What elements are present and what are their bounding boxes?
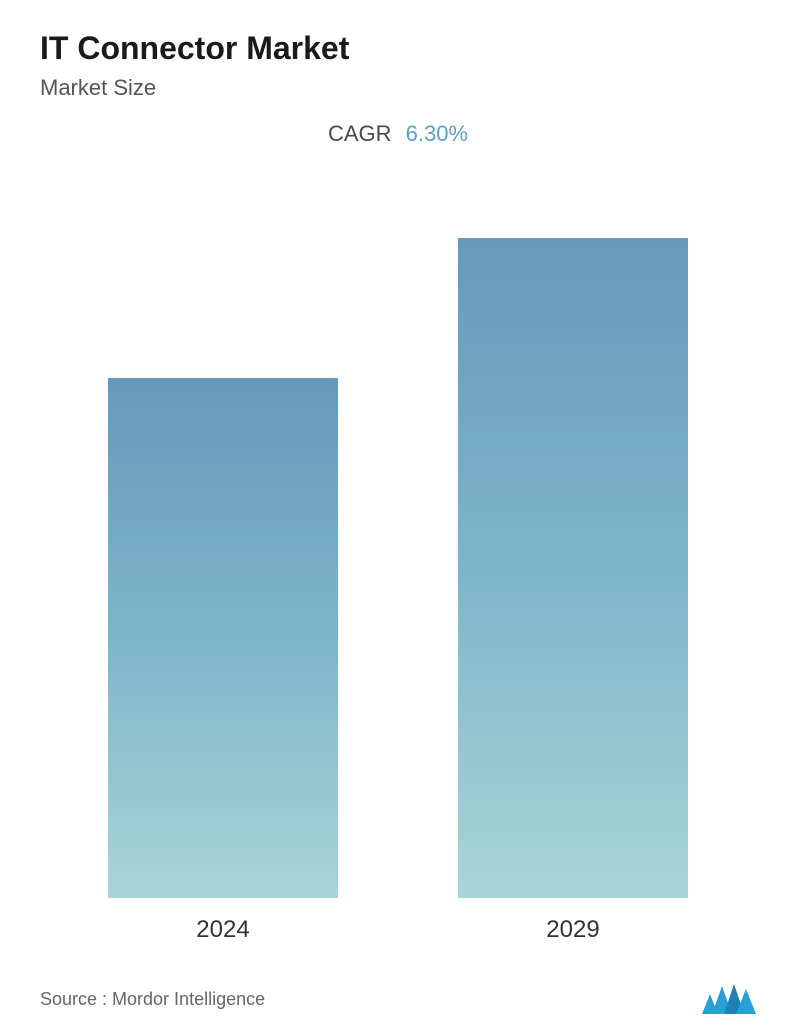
bar-1 (458, 238, 688, 898)
chart-area: 2024 2029 (40, 177, 756, 944)
chart-title: IT Connector Market (40, 30, 756, 67)
cagr-label: CAGR (328, 121, 392, 146)
bar-group-1: 2029 (458, 238, 688, 944)
brand-logo (702, 984, 756, 1014)
chart-subtitle: Market Size (40, 75, 756, 101)
chart-container: IT Connector Market Market Size CAGR 6.3… (0, 0, 796, 1034)
bar-label-0: 2024 (196, 916, 249, 944)
source-text: Source : Mordor Intelligence (40, 989, 265, 1010)
cagr-value: 6.30% (406, 121, 468, 146)
bar-0 (108, 378, 338, 898)
cagr-row: CAGR 6.30% (40, 121, 756, 147)
logo-icon (702, 984, 756, 1014)
bar-label-1: 2029 (546, 916, 599, 944)
bar-group-0: 2024 (108, 378, 338, 944)
chart-footer: Source : Mordor Intelligence (40, 954, 756, 1014)
